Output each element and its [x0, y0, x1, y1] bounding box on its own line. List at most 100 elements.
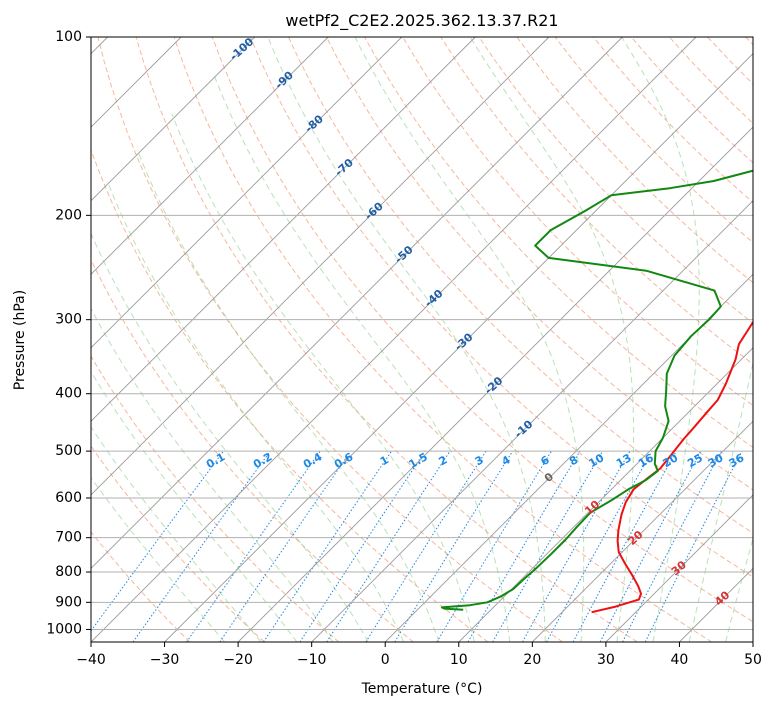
y-tick-label: 500 — [55, 443, 82, 459]
mixing-ratio-line — [91, 450, 224, 632]
moist-adiabat — [469, 37, 635, 642]
mixing-ratio-line — [644, 450, 743, 642]
y-tick-label: 300 — [55, 312, 82, 328]
isotherm-line — [605, 494, 753, 642]
chart-title: wetPf2_C2E2.2025.362.13.37.R21 — [285, 11, 558, 31]
isotherm-line — [752, 641, 753, 642]
dry-adiabat — [97, 37, 563, 642]
x-tick-label: 10 — [450, 652, 468, 668]
mixing-ratio-line — [326, 450, 451, 642]
x-tick-label: 40 — [671, 652, 689, 668]
mixing-ratio-label: 6 — [538, 453, 551, 468]
dry-adiabat — [135, 37, 638, 642]
isotherm-line — [164, 52, 753, 642]
mixing-ratio-label: 0.4 — [301, 450, 325, 471]
moist-adiabat — [267, 37, 546, 642]
moist-adiabat — [725, 536, 753, 642]
temperature-line — [591, 320, 753, 614]
x-tick-label: −10 — [297, 652, 327, 668]
x-tick-label: 50 — [744, 652, 762, 668]
mixing-ratio-label: 36 — [727, 451, 747, 470]
dry-adiabat — [91, 531, 191, 642]
dry-adiabat — [402, 37, 753, 407]
mixing-ratio-label: 0.2 — [251, 450, 274, 471]
mixing-ratio-line — [263, 450, 392, 642]
mixing-ratio-label: 20 — [660, 451, 680, 470]
dry-adiabat — [669, 37, 753, 125]
moist-adiabat — [91, 307, 334, 642]
y-tick-label: 200 — [55, 207, 82, 223]
mixing-ratio-line — [599, 450, 702, 642]
mixing-ratio-label: 13 — [614, 451, 634, 470]
dry-adiabat — [326, 37, 753, 491]
moist-adiabat — [91, 370, 298, 642]
moist-adiabat — [91, 232, 369, 642]
mixing-ratio-label: 10 — [587, 451, 607, 470]
isotherm-line — [91, 37, 403, 349]
dry-adiabat — [91, 445, 265, 642]
isotherm-line — [384, 273, 753, 642]
isotherm-line — [91, 37, 476, 422]
mixing-ratio-label: 3 — [473, 453, 486, 468]
x-tick-label: 30 — [597, 652, 615, 668]
mixing-ratio-line — [522, 450, 631, 642]
isotherm-line — [311, 200, 753, 642]
plot-frame — [90, 36, 754, 643]
mixing-ratio-line — [219, 450, 352, 642]
x-tick-label: −20 — [223, 652, 253, 668]
isotherm-line — [91, 37, 550, 496]
x-tick-label: 0 — [381, 652, 390, 668]
dry-adiabat — [364, 37, 753, 449]
mixing-ratio-label: 30 — [706, 451, 726, 470]
mixing-ratio-line — [436, 450, 552, 642]
mixing-ratio-line — [365, 450, 487, 642]
moist-adiabat — [171, 114, 475, 642]
moist-adiabat — [106, 180, 405, 642]
dry-adiabat — [516, 37, 753, 284]
x-tick-label: 20 — [523, 652, 541, 668]
y-tick-label: 800 — [55, 564, 82, 580]
mixing-ratio-line — [572, 450, 677, 642]
plot-area — [91, 37, 753, 642]
mixing-ratio-line — [622, 450, 722, 642]
sounding-lines — [440, 169, 753, 614]
y-tick-label: 900 — [55, 594, 82, 610]
dry-adiabat — [249, 37, 753, 578]
x-axis-label: Temperature (°C) — [361, 681, 483, 697]
dry-adiabat — [91, 148, 489, 642]
y-tick-label: 700 — [55, 530, 82, 546]
isotherm-line — [91, 37, 697, 642]
y-axis-label: Pressure (hPa) — [12, 290, 28, 390]
mixing-ratio-line — [186, 450, 321, 642]
dry-adiabat — [91, 258, 414, 642]
mixing-ratio-label: 16 — [636, 451, 656, 470]
mixing-ratio-label: 4 — [499, 453, 512, 468]
isotherm-line — [237, 126, 753, 642]
dry-adiabat — [478, 37, 753, 324]
isotherm-line — [679, 567, 753, 642]
y-tick-label: 400 — [55, 386, 82, 402]
y-tick-label: 1000 — [46, 621, 82, 637]
isotherm-line — [458, 347, 753, 642]
y-tick-label: 100 — [55, 29, 82, 45]
dry-adiabat — [91, 355, 340, 642]
isotherm-line — [91, 37, 623, 570]
y-tick-label: 600 — [55, 490, 82, 506]
dewpoint-line — [440, 169, 753, 611]
mixing-ratio-line — [132, 450, 271, 642]
moist-adiabat — [91, 426, 262, 642]
moist-adiabat — [91, 476, 225, 642]
moist-adiabat — [354, 37, 585, 642]
dry-adiabat — [592, 37, 753, 204]
axes: −40 −30 −20 −10 0 10 20 30 40 50 1000 900 800 700 600 5… — [46, 29, 762, 668]
mixing-ratio-label: 0.1 — [204, 450, 227, 471]
mixing-ratio-label: 2 — [436, 453, 449, 468]
mixing-ratio-line — [394, 450, 514, 642]
isotherm-line — [91, 37, 329, 275]
moist-adiabat — [621, 37, 700, 642]
x-tick-label: −40 — [76, 652, 106, 668]
x-tick-label: −30 — [150, 652, 180, 668]
dry-adiabat — [211, 37, 753, 623]
moist-adiabat — [688, 360, 753, 642]
